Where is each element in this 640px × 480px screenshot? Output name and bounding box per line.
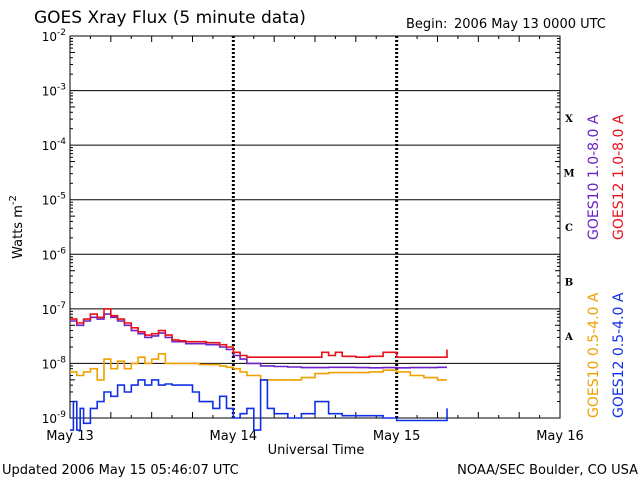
y-tick-label: 10-4 (42, 137, 67, 153)
flare-class-label: A (564, 332, 573, 343)
begin-label: Begin: (406, 17, 447, 32)
x-tick-label: May 14 (210, 429, 258, 444)
legend-entry: GOES10 1.0-8.0 A (586, 114, 602, 240)
y-tick-label: 10-6 (42, 246, 67, 262)
flare-class-label: M (563, 168, 574, 179)
legend-entry: GOES12 1.0-8.0 A (611, 114, 627, 240)
x-tick-label: May 15 (373, 429, 421, 444)
y-tick-label: 10-2 (42, 28, 66, 44)
flare-class-labels: X M C B A (563, 114, 574, 343)
chart-title: GOES Xray Flux (5 minute data) (34, 8, 306, 28)
day-separator-lines (231, 36, 399, 418)
y-tick-label: 10-9 (42, 410, 67, 426)
y-tick-label: 10-5 (42, 192, 66, 208)
x-axis-ticks: May 13 May 14 May 15 May 16 (46, 36, 584, 444)
updated-text: Updated 2006 May 15 05:46:07 UTC (2, 463, 239, 478)
legend-entry: GOES10 0.5-4.0 A (586, 292, 602, 418)
y-axis-label-text: Watts m (11, 205, 26, 259)
x-tick-label: May 16 (536, 429, 584, 444)
series-line (70, 379, 448, 431)
flare-class-label: X (565, 114, 573, 125)
series-line (70, 313, 447, 369)
flare-class-label: C (565, 223, 573, 234)
series-line (70, 308, 448, 358)
y-tick-label: 10-3 (42, 83, 66, 99)
y-tick-label: 10-7 (42, 301, 66, 317)
credit-text: NOAA/SEC Boulder, CO USA (457, 463, 638, 478)
y-axis-label: Watts m-2 (8, 195, 26, 259)
plot-frame (69, 35, 561, 419)
x-tick-label: May 13 (46, 429, 94, 444)
y-axis-ticks: 10-2 10-3 10-4 10-5 10-6 10-7 10-8 10-9 (42, 28, 560, 426)
x-axis-label: Universal Time (268, 443, 365, 458)
legend: GOES10 1.0-8.0 A GOES12 1.0-8.0 A GOES10 0… (586, 114, 627, 418)
svg-text:Watts m-2: Watts m-2 (8, 195, 26, 259)
series-line (70, 353, 447, 381)
y-axis-label-exp: -2 (8, 195, 19, 205)
flare-class-label: B (565, 278, 573, 289)
grid-lines (70, 90, 560, 364)
series-lines (70, 308, 448, 431)
legend-entry: GOES12 0.5-4.0 A (611, 292, 627, 418)
begin-value: 2006 May 13 0000 UTC (454, 17, 606, 32)
y-tick-label: 10-8 (42, 355, 67, 371)
